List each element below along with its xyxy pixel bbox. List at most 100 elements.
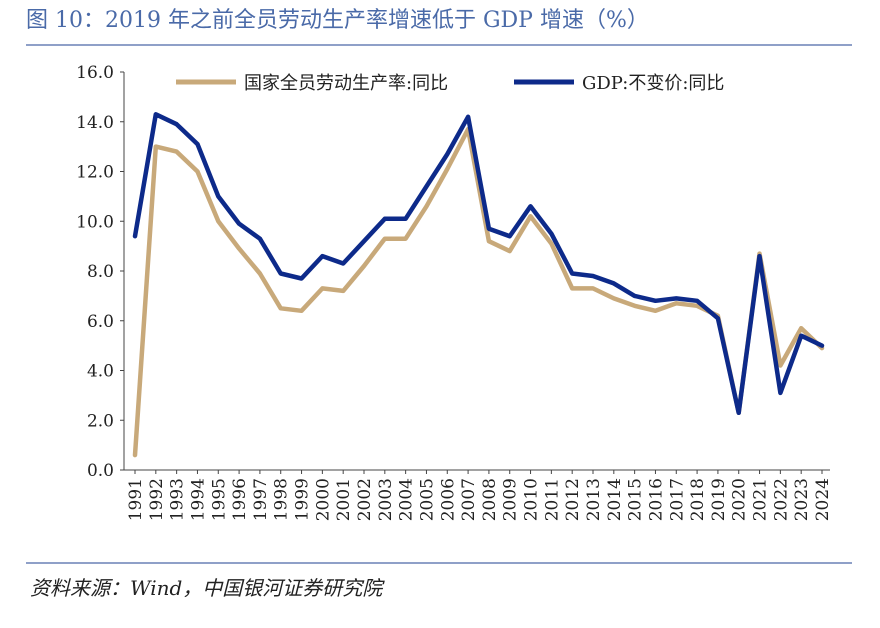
legend-label-gdp: GDP:不变价:同比 (582, 73, 724, 94)
data-point-labor (424, 204, 428, 208)
data-point-gdp (154, 112, 158, 116)
data-point-gdp (529, 204, 533, 208)
data-point-gdp (404, 217, 408, 221)
source-divider (26, 562, 852, 564)
x-tick-label: 2022 (771, 478, 791, 521)
data-point-gdp (653, 299, 657, 303)
data-point-gdp (487, 227, 491, 231)
data-point-labor (362, 264, 366, 268)
data-point-gdp (383, 217, 387, 221)
x-tick-label: 2010 (522, 478, 542, 521)
x-tick-label: 2006 (438, 478, 458, 521)
data-point-gdp (258, 237, 262, 241)
series-line-gdp (132, 112, 825, 416)
data-point-labor (279, 306, 283, 310)
data-point-labor (258, 271, 262, 275)
source-note: 资料来源：Wind，中国银河证券研究院 (30, 576, 383, 600)
x-tick-label: 2017 (667, 478, 687, 521)
data-point-gdp (341, 262, 345, 266)
data-point-gdp (674, 296, 678, 300)
x-tick-label: 2014 (605, 478, 625, 521)
data-point-labor (653, 309, 657, 313)
data-point-gdp (445, 152, 449, 156)
data-point-gdp (591, 274, 595, 278)
data-point-labor (487, 239, 491, 243)
data-point-gdp (799, 334, 803, 338)
x-tick-label: 2008 (480, 478, 500, 521)
data-point-gdp (633, 294, 637, 298)
data-point-gdp (175, 122, 179, 126)
data-point-labor (237, 247, 241, 251)
data-point-gdp (716, 316, 720, 320)
x-tick-label: 2020 (730, 478, 750, 521)
x-tick-label: 1996 (230, 478, 250, 521)
y-tick-label: 4.0 (87, 362, 114, 382)
x-tick-label: 2024 (813, 478, 833, 521)
data-point-gdp (508, 234, 512, 238)
y-tick-label: 0.0 (87, 461, 114, 481)
y-tick-label: 2.0 (87, 411, 114, 431)
x-tick-label: 2003 (376, 478, 396, 521)
data-point-gdp (320, 254, 324, 258)
data-point-gdp (695, 299, 699, 303)
x-tick-label: 2023 (792, 478, 812, 521)
data-point-gdp (300, 276, 304, 280)
data-point-gdp (612, 281, 616, 285)
data-point-labor (341, 289, 345, 293)
data-point-labor (404, 237, 408, 241)
data-point-gdp (237, 222, 241, 226)
data-point-gdp (133, 234, 137, 238)
x-tick-label: 1994 (188, 478, 208, 521)
x-tick-label: 2019 (709, 478, 729, 521)
data-point-labor (799, 326, 803, 330)
data-point-labor (508, 249, 512, 253)
x-tick-label: 2009 (501, 478, 521, 521)
x-tick-label: 1995 (209, 478, 229, 521)
data-point-labor (549, 242, 553, 246)
x-tick-label: 2002 (355, 478, 375, 521)
data-point-gdp (195, 142, 199, 146)
title-divider (26, 44, 852, 46)
y-tick-label: 14.0 (76, 113, 114, 133)
data-point-gdp (778, 391, 782, 395)
data-point-labor (216, 219, 220, 223)
y-tick-label: 16.0 (76, 63, 114, 83)
x-tick-label: 2018 (688, 478, 708, 521)
data-point-labor (674, 301, 678, 305)
x-tick-label: 2016 (646, 478, 666, 521)
y-tick-label: 6.0 (87, 312, 114, 332)
x-tick-label: 2015 (626, 478, 646, 521)
data-point-gdp (570, 271, 574, 275)
data-point-labor (612, 296, 616, 300)
x-tick-label: 1992 (147, 478, 167, 521)
legend-label-labor: 国家全员劳动生产率:同比 (244, 73, 448, 94)
data-point-labor (300, 309, 304, 313)
data-point-labor (591, 286, 595, 290)
data-point-gdp (820, 344, 824, 348)
data-point-gdp (737, 411, 741, 415)
data-point-labor (445, 167, 449, 171)
x-tick-label: 1993 (168, 478, 188, 521)
x-tick-label: 2000 (313, 478, 333, 521)
x-tick-label: 1998 (272, 478, 292, 521)
data-point-labor (778, 364, 782, 368)
data-point-labor (320, 286, 324, 290)
x-tick-label: 2004 (397, 478, 417, 521)
x-tick-label: 2001 (334, 478, 354, 521)
data-point-labor (570, 286, 574, 290)
data-point-gdp (216, 194, 220, 198)
data-point-gdp (466, 115, 470, 119)
data-point-gdp (758, 254, 762, 258)
figure-title: 图 10：2019 年之前全员劳动生产率增速低于 GDP 增速（%） (26, 8, 649, 33)
x-tick-label: 1997 (251, 478, 271, 521)
x-tick-label: 1991 (126, 478, 146, 521)
x-tick-label: 2012 (563, 478, 583, 521)
y-tick-label: 10.0 (76, 212, 114, 232)
y-tick-label: 12.0 (76, 163, 114, 183)
data-point-gdp (549, 232, 553, 236)
data-point-labor (529, 214, 533, 218)
x-tick-label: 2005 (417, 478, 437, 521)
data-point-labor (154, 145, 158, 149)
